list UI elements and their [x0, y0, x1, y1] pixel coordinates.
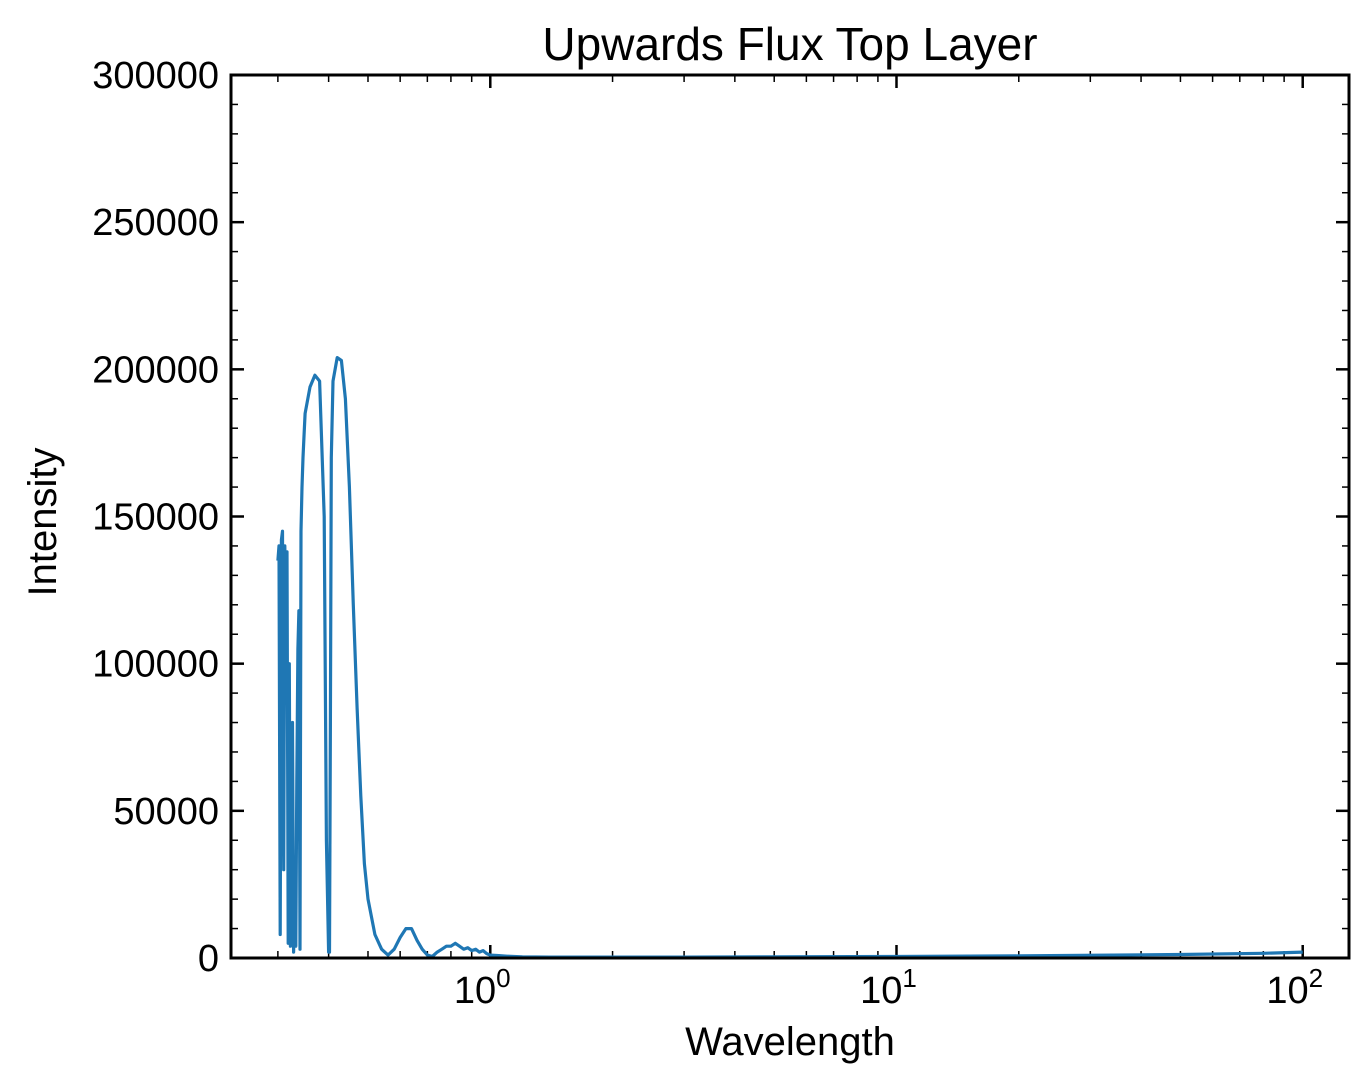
x-tick-labels: 100 101 102: [454, 963, 1323, 1012]
y-tick-label: 150000: [92, 497, 219, 539]
x-tick-label: 101: [860, 963, 917, 1012]
x-tick-label: 100: [454, 963, 511, 1012]
y-tick-label: 200000: [92, 349, 219, 391]
y-axis-label: Intensity: [21, 448, 65, 597]
series-group: [276, 356, 1303, 959]
axis-ticks: [231, 73, 1349, 960]
series-line: [276, 356, 1303, 959]
y-tick-label: 300000: [92, 55, 219, 97]
y-tick-labels: 0 50000 100000 150000 200000 250000 300000: [92, 55, 219, 980]
x-tick-label: 102: [1266, 963, 1323, 1012]
y-tick-label: 0: [198, 938, 219, 980]
plot-frame: [229, 73, 1351, 960]
y-tick-label: 250000: [92, 202, 219, 244]
chart-title: Upwards Flux Top Layer: [542, 18, 1037, 70]
x-axis-label: Wavelength: [685, 1020, 895, 1064]
y-tick-label: 50000: [113, 791, 219, 833]
y-tick-label: 100000: [92, 644, 219, 686]
